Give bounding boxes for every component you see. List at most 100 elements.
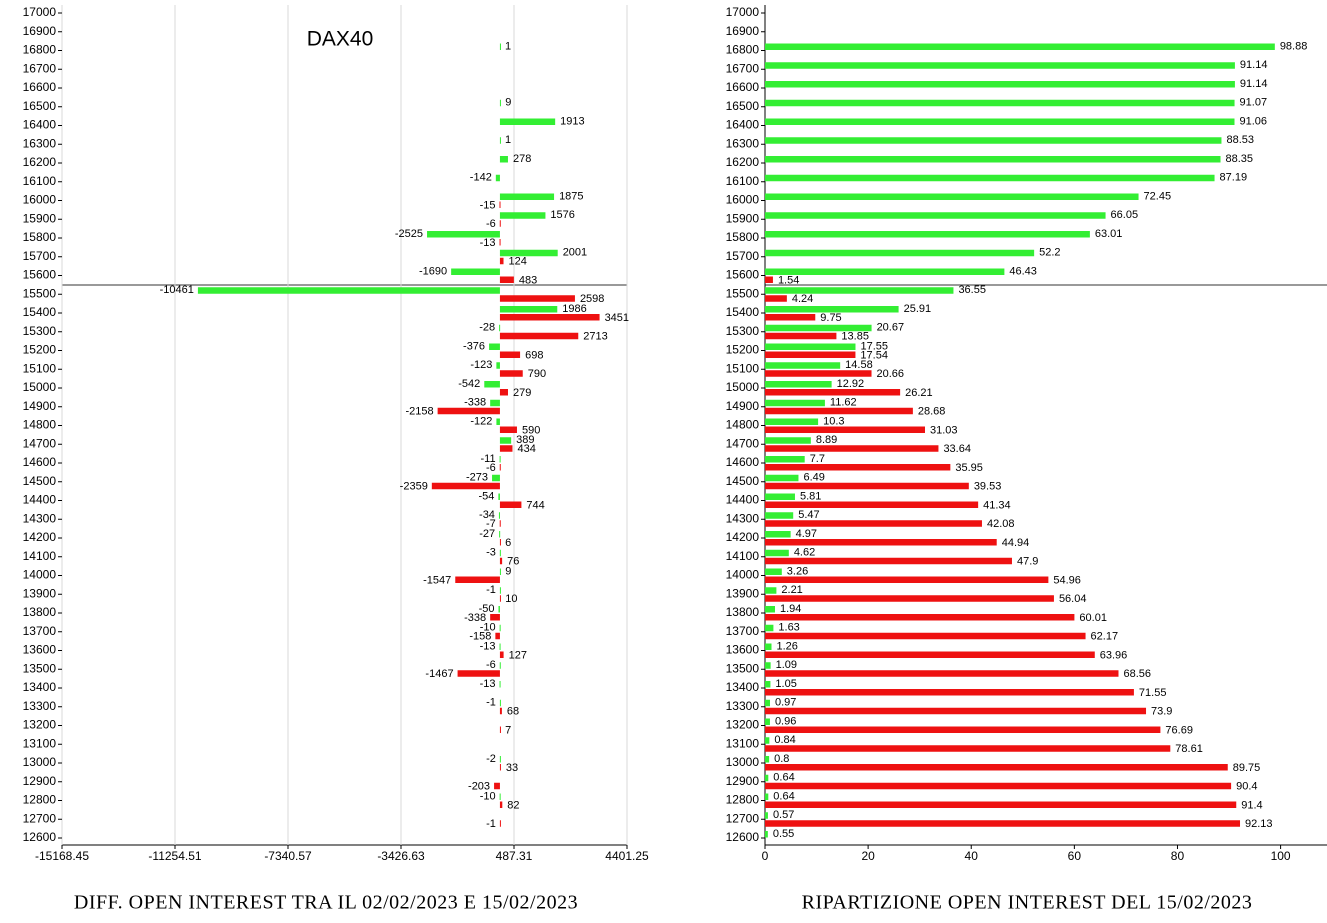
value-label: -1467 <box>425 668 453 680</box>
bar <box>765 820 1241 827</box>
y-tick-label: 13600 <box>23 643 57 657</box>
y-tick-label: 16700 <box>23 61 57 75</box>
bar <box>765 737 770 744</box>
bar <box>499 764 501 771</box>
y-tick-label: 16100 <box>726 174 760 188</box>
value-label: 1 <box>505 40 511 52</box>
bar <box>765 764 1228 771</box>
bar <box>496 362 500 369</box>
value-label: -1547 <box>423 574 451 586</box>
bar <box>499 464 501 471</box>
bar <box>499 557 503 565</box>
y-tick-label: 12600 <box>726 830 760 844</box>
bar <box>499 699 501 707</box>
bar <box>765 606 776 613</box>
value-label: -2359 <box>400 481 428 493</box>
value-label: 39.53 <box>974 481 1002 493</box>
value-label: 590 <box>522 424 540 436</box>
value-label: -203 <box>468 781 490 793</box>
caption: RIPARTIZIONE OPEN INTEREST DEL 15/02/202… <box>802 892 1253 914</box>
bar <box>765 437 811 444</box>
bar <box>499 99 501 107</box>
bar <box>765 557 1012 565</box>
bar <box>499 118 556 125</box>
y-tick-label: 15400 <box>726 305 760 319</box>
x-tick-label: 0 <box>762 849 769 863</box>
y-tick-label: 15800 <box>23 230 57 244</box>
x-tick-label: 60 <box>1068 849 1082 863</box>
value-label: 1875 <box>559 190 583 202</box>
bar <box>499 276 514 283</box>
value-label: -376 <box>463 340 485 352</box>
bar <box>765 782 1232 790</box>
bar <box>765 399 825 407</box>
value-label: 124 <box>509 256 527 268</box>
value-label: -6 <box>486 462 496 474</box>
bar <box>495 632 500 640</box>
value-label: 66.05 <box>1111 209 1139 221</box>
value-label: 278 <box>513 153 531 165</box>
bar <box>457 670 500 677</box>
bar <box>765 407 913 415</box>
value-label: -10461 <box>160 284 194 296</box>
value-label: 47.9 <box>1017 556 1038 568</box>
value-label: 0.84 <box>774 734 795 746</box>
bar <box>499 239 501 246</box>
bar <box>499 445 513 452</box>
y-tick-label: 14600 <box>726 455 760 469</box>
value-label: -122 <box>470 415 492 427</box>
y-tick-label: 13000 <box>23 755 57 769</box>
bar <box>499 820 501 827</box>
y-tick-label: 16900 <box>726 24 760 38</box>
y-tick-label: 14400 <box>726 493 760 507</box>
y-tick-label: 13400 <box>726 680 760 694</box>
value-label: 68.56 <box>1123 668 1151 680</box>
bar <box>765 520 982 527</box>
bar <box>499 651 504 658</box>
bar <box>499 456 501 463</box>
value-label: 91.14 <box>1240 59 1268 71</box>
value-label: 13.85 <box>841 331 869 343</box>
bar <box>765 662 771 669</box>
value-label: 91.07 <box>1240 97 1268 109</box>
y-tick-label: 13900 <box>726 586 760 600</box>
bar <box>765 426 925 433</box>
value-label: 4.24 <box>792 293 813 305</box>
value-label: 35.95 <box>955 462 983 474</box>
y-tick-label: 14200 <box>23 530 57 544</box>
bar <box>765 549 789 557</box>
value-label: 434 <box>517 443 535 455</box>
bar <box>765 381 832 388</box>
bar <box>765 501 979 508</box>
x-tick-label: 487.31 <box>496 849 533 863</box>
value-label: -28 <box>479 322 495 334</box>
bar <box>496 418 500 425</box>
bar <box>765 456 805 463</box>
value-label: 63.96 <box>1100 649 1128 661</box>
bar <box>197 287 500 294</box>
bar <box>499 314 600 321</box>
y-tick-label: 14800 <box>726 418 760 432</box>
x-tick-label: 80 <box>1171 849 1185 863</box>
value-label: 3451 <box>605 312 629 324</box>
bar <box>765 812 768 819</box>
value-label: 2598 <box>580 293 604 305</box>
bar <box>499 389 508 396</box>
value-label: 2001 <box>563 247 587 259</box>
bar <box>765 174 1215 182</box>
value-label: 1.54 <box>778 274 799 286</box>
value-label: -54 <box>478 490 494 502</box>
y-tick-label: 13200 <box>726 718 760 732</box>
value-label: -158 <box>469 631 491 643</box>
value-label: 1.26 <box>776 640 797 652</box>
value-label: -13 <box>480 237 496 249</box>
bar <box>499 726 501 733</box>
value-label: 88.53 <box>1226 134 1254 146</box>
y-tick-label: 16000 <box>23 193 57 207</box>
y-tick-label: 14500 <box>23 474 57 488</box>
value-label: 6.49 <box>803 472 824 484</box>
bar <box>765 324 872 332</box>
value-label: 2713 <box>583 331 607 343</box>
value-label: -10 <box>480 790 496 802</box>
